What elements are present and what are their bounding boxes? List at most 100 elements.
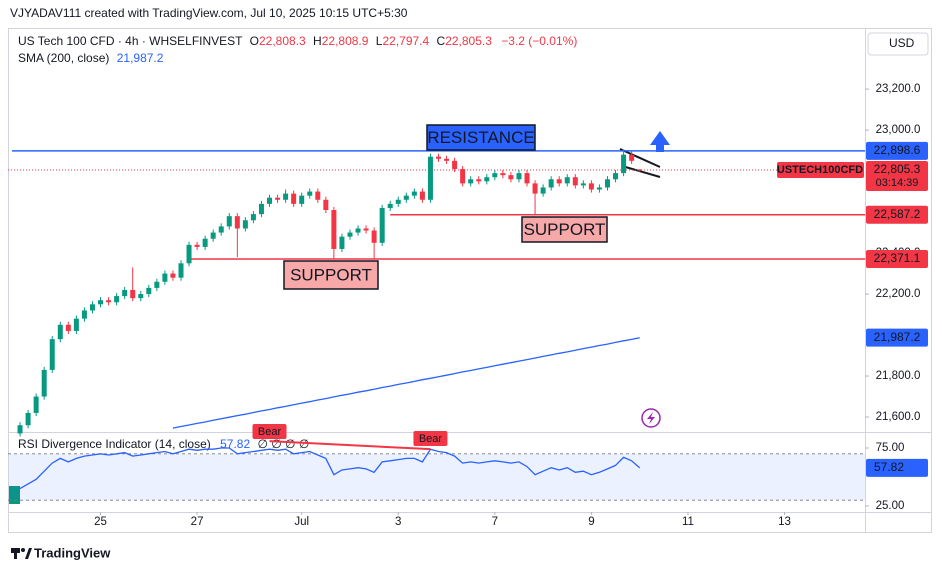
attribution: VJYADAV111 created with TradingView.com,… <box>10 6 408 20</box>
rsi-line <box>19 447 641 490</box>
candle-body <box>411 191 417 196</box>
price-label: 21,987.2 <box>874 330 921 344</box>
currency-box[interactable] <box>867 32 929 56</box>
countdown: 03:14:39 <box>876 177 919 189</box>
candle-body <box>564 177 570 184</box>
bear-label-box <box>413 431 448 446</box>
rsi-last-label: 57.82 <box>874 460 904 474</box>
x-tick-label: 7 <box>492 516 498 528</box>
candle-body <box>41 369 47 397</box>
candle-body <box>613 173 619 180</box>
x-tick-label: 13 <box>778 516 791 528</box>
candle-body <box>524 173 530 184</box>
candle-body <box>371 230 377 243</box>
candle-body <box>331 210 337 249</box>
legend-rsi-name: RSI Divergence Indicator (14, close) <box>18 437 211 451</box>
candle-body <box>460 169 466 184</box>
plot-layer <box>8 149 865 501</box>
y-tick-label: 21,800.0 <box>876 370 921 382</box>
candle-body <box>81 310 87 319</box>
pattern-line <box>619 148 661 168</box>
candle-body <box>588 183 594 190</box>
footer-logo: TradingView <box>11 545 111 560</box>
candle-body <box>379 207 385 243</box>
annotation-text: RESISTANCE <box>427 128 534 147</box>
candle-body <box>355 228 361 233</box>
x-tick-label: 3 <box>395 516 401 528</box>
rsi-last-box <box>866 458 928 477</box>
legend-main: US Tech 100 CFD · 4h · WHSELFINVEST O22,… <box>18 34 577 48</box>
candle-body <box>73 318 79 331</box>
sma-line <box>172 337 640 429</box>
divergence-line <box>269 440 431 451</box>
x-tick-label: 11 <box>682 516 694 528</box>
candle-body <box>178 263 184 278</box>
candle-body <box>580 183 586 186</box>
candle-body <box>452 160 458 170</box>
candle-body <box>596 187 602 190</box>
ohlc-value: 22,797.4 <box>382 34 429 48</box>
candle-body <box>347 232 353 237</box>
annotation-box <box>521 216 608 243</box>
candle-body <box>484 177 490 182</box>
footer-text: TradingView <box>34 545 111 560</box>
candle-body <box>556 179 562 184</box>
candle-body <box>444 158 450 161</box>
candle-body <box>508 175 514 180</box>
price-label: 22,898.6 <box>874 143 921 157</box>
up-arrow <box>650 131 670 152</box>
candle-body <box>17 425 23 434</box>
x-tick-label: 9 <box>588 516 594 528</box>
price-label-box <box>866 205 928 224</box>
candle-body <box>395 199 401 204</box>
candle-body <box>315 191 321 200</box>
y-tick-label: 22,200.0 <box>876 288 921 300</box>
price-label: 22,587.2 <box>874 207 921 221</box>
candle-body <box>572 177 578 186</box>
candle-body <box>210 232 216 239</box>
x-tick-label: 25 <box>94 516 107 528</box>
candle-body <box>114 296 120 303</box>
change: −3.2 (−0.01%) <box>501 34 577 48</box>
price-label: 22,371.1 <box>874 251 921 265</box>
candle-body <box>258 203 264 215</box>
candle-body <box>89 304 95 311</box>
candle-body <box>339 236 345 249</box>
candle-body <box>33 396 39 413</box>
y-tick-label: 23,000.0 <box>876 124 921 136</box>
label-layer: 23,200.023,000.022,400.022,200.021,800.0… <box>94 83 928 528</box>
candle-body <box>98 300 104 305</box>
candle-body <box>436 156 441 159</box>
bull-label-clipped <box>9 486 20 504</box>
candle-body <box>138 294 144 299</box>
candle-body <box>283 193 289 200</box>
candle-body <box>65 324 71 331</box>
legend-sma-value: 21,987.2 <box>117 51 164 65</box>
rsi-band-fill <box>9 453 865 501</box>
price-label-box <box>866 249 928 268</box>
candle-body <box>419 191 425 200</box>
candle-body <box>234 216 240 229</box>
candle-body <box>500 173 506 176</box>
legend-rsi: RSI Divergence Indicator (14, close) 57.… <box>18 437 309 451</box>
ohlc-key: L <box>376 34 383 48</box>
x-tick-label: Jul <box>294 516 309 528</box>
legend-rsi-value: 57.82 <box>220 437 250 451</box>
annotation-box <box>283 260 379 290</box>
candle-body <box>186 244 192 264</box>
current-price-label: 22,805.3 <box>874 162 921 176</box>
candle-body <box>532 183 538 194</box>
candle-body <box>492 173 498 178</box>
logo-mark <box>21 548 25 552</box>
frame <box>8 28 932 533</box>
bear-label-box <box>252 424 287 439</box>
candle-body <box>323 199 329 211</box>
candle-body <box>242 220 248 229</box>
annotation-text: SUPPORT <box>524 220 606 239</box>
ohlc-value: 22,808.9 <box>322 34 369 48</box>
candle-body <box>218 226 224 233</box>
candle-body <box>363 228 369 231</box>
price-label-box <box>866 141 928 160</box>
